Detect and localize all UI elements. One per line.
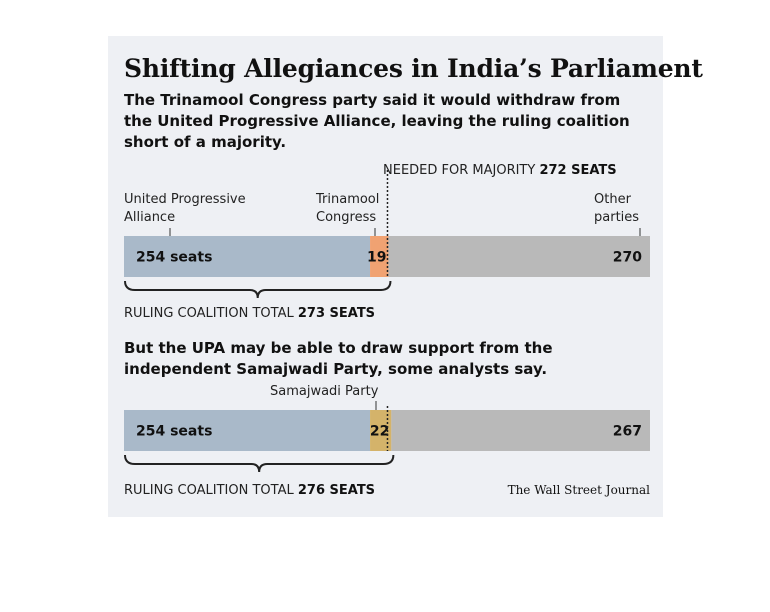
coalition-total-1: RULING COALITION TOTAL 273 SEATS (124, 305, 375, 323)
source-credit: The Wall Street Journal (507, 483, 650, 497)
other-parties-label: Other parties (594, 191, 639, 227)
majority-value: 272 SEATS (539, 163, 617, 178)
coalition-brace-2 (124, 454, 395, 473)
majority-label: NEEDED FOR MAJORITY 272 SEATS (383, 162, 617, 180)
coalition-brace-1 (124, 280, 392, 299)
analyst-note: But the UPA may be able to draw support … (124, 339, 553, 378)
bar-segment-2-2 (370, 410, 392, 451)
coalition-total-2-value: 276 SEATS (297, 483, 376, 498)
bar-segment-1-3 (388, 236, 650, 277)
bar-segment-2-3 (391, 410, 650, 451)
other-label-line1: Other (594, 192, 631, 207)
upa-label-line2: Alliance (124, 210, 176, 225)
bar-2-middle-value: 22 (370, 424, 389, 440)
tmc-label-line1: Trinamool (316, 192, 380, 207)
bar-1-other-value: 270 (613, 250, 642, 266)
coalition-total-2: RULING COALITION TOTAL 276 SEATS (124, 482, 375, 500)
bar-1-middle-value: 19 (367, 250, 386, 266)
majority-label-text: NEEDED FOR MAJORITY (383, 163, 536, 178)
bar-segment-1-1 (124, 236, 371, 277)
bar-2-upa-value: 254 seats (136, 424, 212, 440)
other-label-line2: parties (594, 210, 640, 225)
upa-label: United Progressive Alliance (124, 191, 246, 227)
bar-1-upa-value: 254 seats (136, 250, 212, 266)
coalition-total-1-label: RULING COALITION TOTAL (124, 306, 294, 321)
bar-segment-2-1 (124, 410, 371, 451)
upa-label-line1: United Progressive (124, 192, 246, 207)
chart-subtitle: The Trinamool Congress party said it wou… (124, 91, 630, 151)
coalition-total-1-value: 273 SEATS (297, 306, 376, 321)
tmc-label-line2: Congress (316, 210, 377, 225)
bar-segment-1-2 (370, 236, 389, 277)
bar-2-other-value: 267 (613, 424, 642, 440)
chart-title: Shifting Allegiances in India’s Parliame… (124, 54, 703, 83)
coalition-total-2-label: RULING COALITION TOTAL (124, 483, 294, 498)
sp-label: Samajwadi Party (270, 384, 379, 399)
tmc-label: Trinamool Congress (316, 191, 379, 227)
